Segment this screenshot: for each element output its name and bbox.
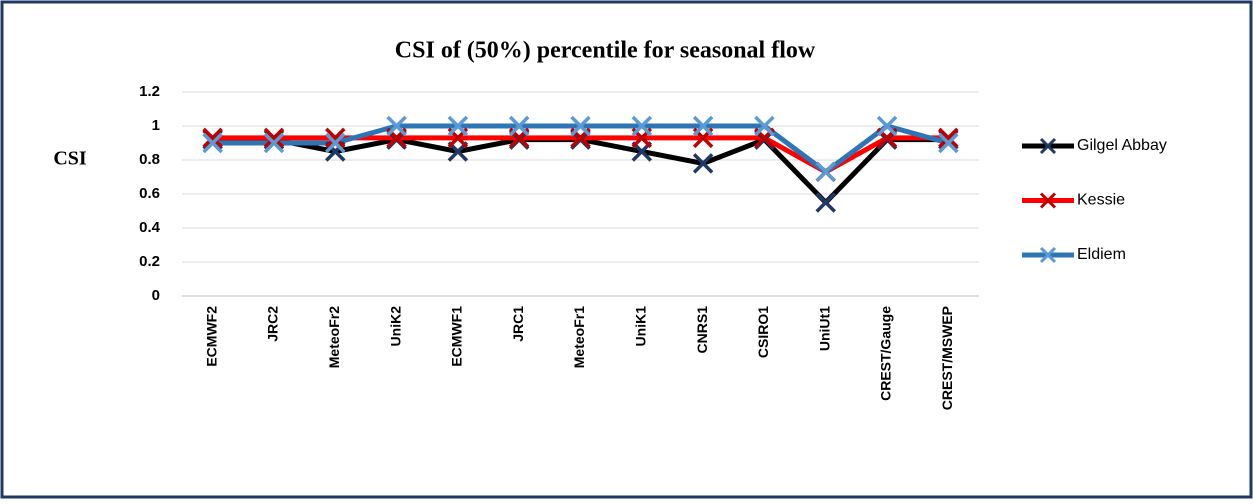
chart-title: CSI of (50%) percentile for seasonal flo… — [395, 38, 816, 64]
y-tick-label: 0.6 — [139, 185, 160, 202]
x-tick-label: MeteoFr2 — [326, 306, 342, 368]
x-tick-label: CREST/Gauge — [878, 306, 894, 401]
x-tick-label: JRC2 — [265, 306, 281, 342]
x-tick-label: MeteoFr1 — [571, 306, 587, 368]
marker — [447, 115, 469, 137]
marker — [202, 127, 223, 149]
marker — [325, 127, 346, 149]
y-tick-label: 0 — [152, 287, 160, 304]
marker — [754, 115, 775, 137]
marker — [386, 115, 407, 137]
marker — [202, 132, 223, 154]
y-tick-label: 0.2 — [139, 253, 160, 270]
legend-label: Kessie — [1077, 192, 1125, 209]
y-tick-label: 1 — [152, 117, 160, 134]
legend-label: Gilgel Abbay — [1077, 137, 1167, 154]
legend-marker — [1039, 192, 1057, 209]
x-tick-label: JRC1 — [510, 306, 526, 342]
y-tick-label: 1.2 — [139, 83, 160, 100]
legend-marker — [1039, 246, 1057, 264]
marker — [938, 127, 959, 149]
x-tick-label: ECMWF1 — [449, 306, 465, 367]
marker — [692, 115, 714, 137]
marker — [570, 115, 591, 137]
x-tick-label: UniK2 — [387, 306, 403, 347]
x-tick-label: CNRS1 — [694, 306, 710, 354]
x-tick-label: CREST/MSWEP — [939, 306, 955, 410]
y-tick-label: 0.4 — [139, 219, 161, 236]
marker — [325, 132, 346, 154]
y-axis-label: CSI — [53, 148, 87, 170]
x-tick-label: UniK1 — [633, 306, 649, 347]
marker — [263, 132, 285, 154]
marker — [876, 115, 898, 137]
legend-marker — [1039, 137, 1057, 155]
marker — [938, 132, 959, 154]
y-tick-label: 0.8 — [139, 151, 160, 168]
marker — [631, 115, 653, 137]
marker — [263, 127, 285, 149]
marker — [815, 192, 836, 213]
marker — [815, 161, 836, 183]
x-tick-label: CSIRO1 — [755, 306, 771, 358]
marker — [508, 115, 530, 137]
x-tick-label: ECMWF2 — [203, 306, 219, 367]
x-tick-label: UniUt1 — [816, 306, 832, 351]
marker — [692, 153, 714, 174]
legend-label: Eldiem — [1077, 246, 1126, 263]
